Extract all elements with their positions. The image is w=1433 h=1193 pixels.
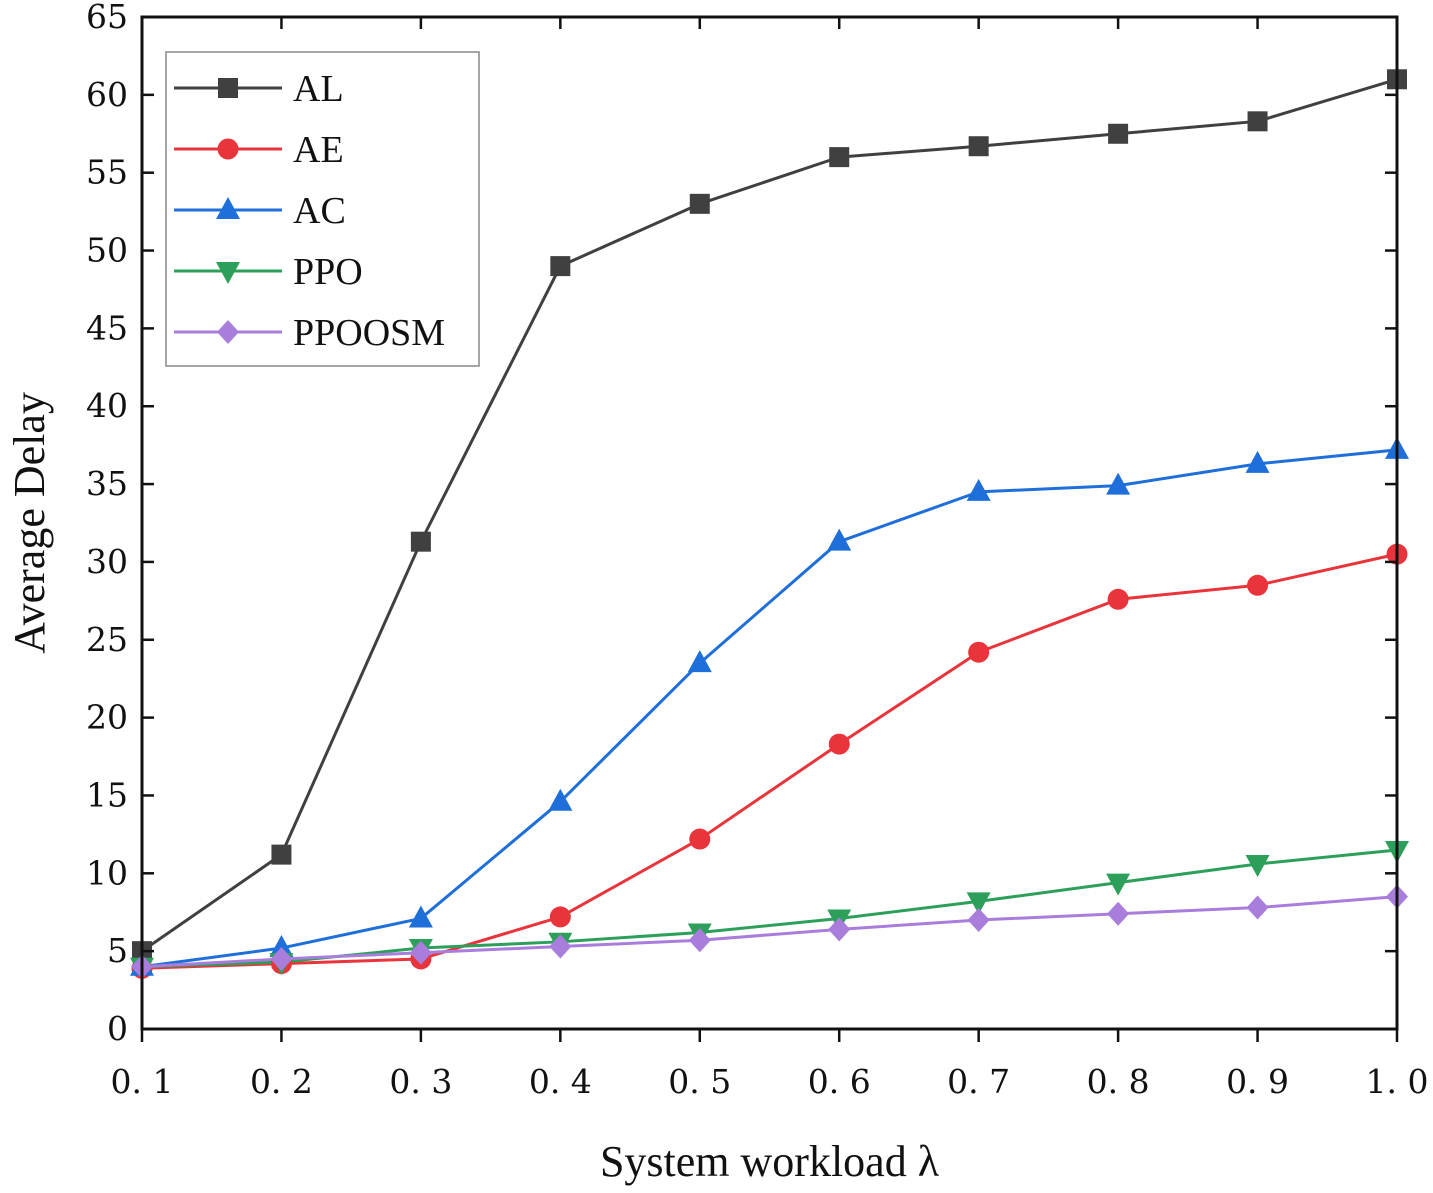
- x-tick-label: 0. 7: [947, 1062, 1010, 1101]
- y-axis-title: Average Delay: [5, 392, 54, 654]
- series-line-ac: [141, 448, 1398, 969]
- legend-marker: [216, 262, 240, 284]
- data-point-ppoosm: [270, 946, 293, 971]
- legend-item-ac: AC: [174, 190, 346, 232]
- y-tick-label: 0: [107, 1009, 128, 1048]
- legend-item-ppoosm: PPOOSM: [174, 312, 445, 354]
- x-tick-label: 0. 4: [529, 1062, 592, 1101]
- y-tick-label: 20: [86, 698, 128, 737]
- data-point-al: [410, 531, 431, 552]
- y-tick-label: 40: [86, 386, 128, 425]
- data-point-ppoosm: [1107, 901, 1130, 926]
- x-tick-label: 0. 9: [1226, 1062, 1289, 1101]
- legend-marker: [218, 78, 238, 98]
- y-tick-label: 5: [107, 931, 128, 970]
- legend-label: AC: [293, 190, 346, 232]
- y-tick-label: 60: [86, 75, 128, 114]
- data-point-al: [1108, 123, 1129, 144]
- x-tick-label: 0. 5: [668, 1062, 731, 1101]
- legend-item-al: AL: [174, 68, 344, 110]
- data-point-ppo: [1245, 854, 1270, 877]
- data-point-ae: [1247, 574, 1269, 596]
- series-line-ae: [141, 552, 1398, 970]
- data-point-ac: [269, 935, 294, 958]
- data-point-al: [968, 136, 989, 157]
- data-point-ac: [1245, 450, 1270, 473]
- y-tick-label: 35: [86, 464, 128, 503]
- data-point-ae: [968, 641, 990, 663]
- data-point-ppoosm: [688, 928, 711, 953]
- data-point-al: [1247, 111, 1268, 132]
- legend-marker: [216, 197, 240, 219]
- data-point-al: [829, 147, 850, 168]
- x-tick-label: 0. 3: [389, 1062, 452, 1101]
- x-axis-title: System workload λ: [600, 1137, 940, 1186]
- data-point-ac: [966, 478, 991, 501]
- series-line-al: [141, 77, 1398, 953]
- data-point-ae: [549, 906, 571, 928]
- legend-marker: [217, 320, 239, 344]
- series-line-ppoosm: [141, 895, 1398, 969]
- legend-label: AE: [293, 129, 344, 171]
- legend-marker: [217, 138, 239, 160]
- data-point-ac: [408, 905, 433, 928]
- y-tick-label: 15: [86, 775, 128, 814]
- data-point-ae: [1107, 588, 1129, 610]
- y-tick-label: 30: [86, 542, 128, 581]
- data-point-al: [271, 844, 292, 865]
- x-tick-label: 0. 1: [111, 1062, 174, 1101]
- data-point-ac: [827, 528, 852, 551]
- data-point-al: [550, 256, 571, 277]
- data-point-al: [689, 193, 710, 214]
- y-tick-label: 50: [86, 231, 128, 270]
- data-point-ae: [828, 733, 850, 755]
- data-point-ppo: [1106, 873, 1131, 896]
- data-point-ppo: [966, 892, 991, 915]
- y-tick-label: 65: [86, 0, 128, 36]
- legend: AL AE AC PPO PPOOSM: [165, 51, 480, 367]
- data-point-ppoosm: [828, 917, 851, 942]
- y-tick-label: 25: [86, 620, 128, 659]
- legend-label: PPO: [293, 251, 363, 293]
- data-point-ac: [548, 788, 573, 811]
- y-tick-label: 55: [86, 153, 128, 192]
- legend-label: PPOOSM: [293, 312, 445, 354]
- data-point-ppoosm: [549, 934, 572, 959]
- data-point-ae: [689, 828, 711, 850]
- axis-tick-labels: 0 5 10 15 20 25 30 35 40 45 50 55 60 65 0. 1 0. 2 0. 3 0.…: [86, 0, 1428, 1101]
- series-lines: [141, 77, 1398, 970]
- legend-label: AL: [293, 68, 344, 110]
- legend-item-ae: AE: [174, 129, 344, 171]
- x-tick-label: 0. 8: [1087, 1062, 1150, 1101]
- axis-ticks: [140, 15, 1399, 1042]
- data-point-ac: [687, 650, 712, 673]
- x-tick-label: 0. 6: [808, 1062, 871, 1101]
- x-tick-label: 1. 0: [1366, 1062, 1429, 1101]
- x-tick-label: 0. 2: [250, 1062, 313, 1101]
- data-point-ppoosm: [967, 908, 990, 933]
- legend-item-ppo: PPO: [174, 251, 363, 293]
- y-tick-label: 10: [86, 853, 128, 892]
- data-point-ac: [1106, 472, 1131, 495]
- plot-frame: [140, 15, 1399, 1031]
- data-point-ppoosm: [1246, 895, 1269, 920]
- data-point-ppoosm: [409, 940, 432, 965]
- y-tick-label: 45: [86, 308, 128, 347]
